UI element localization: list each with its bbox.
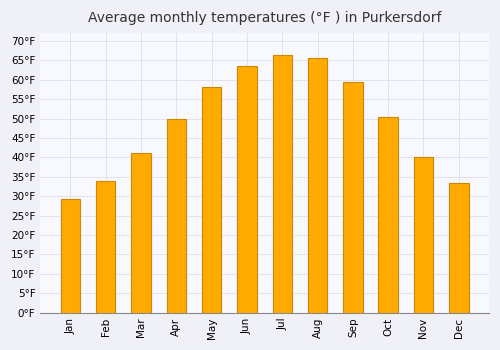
Bar (343, 82, 362, 313)
Title: Average monthly temperatures (°F ) in Purkersdorf: Average monthly temperatures (°F ) in Pu… (88, 11, 442, 25)
Bar (308, 58, 328, 313)
Bar (202, 87, 222, 313)
Bar (449, 183, 468, 313)
Bar (414, 157, 433, 313)
Bar (166, 119, 186, 313)
Bar (238, 66, 256, 313)
Bar (132, 153, 151, 313)
Bar (272, 55, 292, 313)
Bar (96, 182, 116, 313)
Bar (60, 199, 80, 313)
Bar (378, 117, 398, 313)
